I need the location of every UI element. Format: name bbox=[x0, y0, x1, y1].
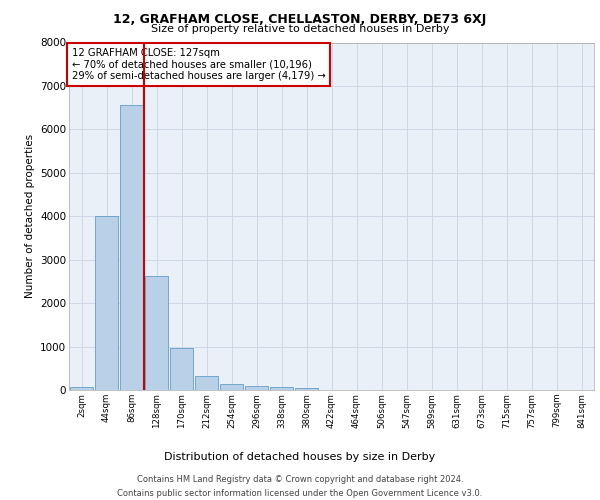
Text: 12, GRAFHAM CLOSE, CHELLASTON, DERBY, DE73 6XJ: 12, GRAFHAM CLOSE, CHELLASTON, DERBY, DE… bbox=[113, 12, 487, 26]
Bar bbox=[145, 276, 168, 390]
Bar bbox=[70, 386, 93, 390]
Bar bbox=[270, 388, 293, 390]
Text: 12 GRAFHAM CLOSE: 127sqm
← 70% of detached houses are smaller (10,196)
29% of se: 12 GRAFHAM CLOSE: 127sqm ← 70% of detach… bbox=[71, 48, 325, 81]
Text: Contains HM Land Registry data © Crown copyright and database right 2024.
Contai: Contains HM Land Registry data © Crown c… bbox=[118, 476, 482, 498]
Text: Distribution of detached houses by size in Derby: Distribution of detached houses by size … bbox=[164, 452, 436, 462]
Bar bbox=[95, 216, 118, 390]
Bar bbox=[195, 376, 218, 390]
Bar bbox=[220, 384, 243, 390]
Y-axis label: Number of detached properties: Number of detached properties bbox=[25, 134, 35, 298]
Bar bbox=[170, 348, 193, 390]
Bar bbox=[295, 388, 318, 390]
Bar bbox=[245, 386, 268, 390]
Text: Size of property relative to detached houses in Derby: Size of property relative to detached ho… bbox=[151, 24, 449, 34]
Bar bbox=[120, 106, 143, 390]
